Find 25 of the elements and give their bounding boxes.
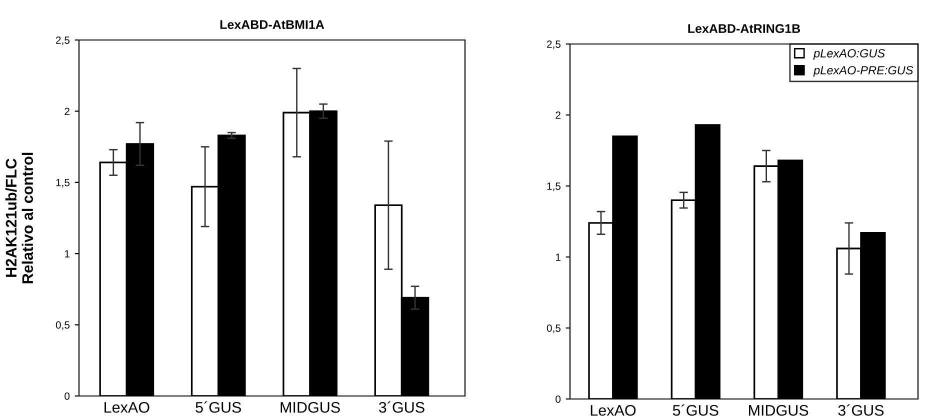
y-axis-title: H2AK121ub/FLC Relativo al control [5,152,34,284]
x-tick-label: LexAO [104,402,150,413]
x-tick-label: 3´GUS [838,404,884,416]
y-tick-label: 1,5 [56,179,70,188]
y-tick-label: 2,5 [547,40,561,50]
x-tick-label: 3´GUS [378,401,424,413]
x-tick-label: LexAO [590,404,636,416]
x-tick-label: MIDGUS [749,404,808,416]
x-tick-label: MIDGUS [280,402,340,413]
x-tick-label: 5´GUS [672,404,718,416]
legend-label: pLexAO:GUS [813,49,885,60]
chart-title: LexABD-AtBMI1A [220,20,324,30]
y-tick-label: 0 [64,392,70,400]
y-tick-label: 1 [64,250,70,258]
y-tick-label: 1 [556,254,560,261]
y-tick-label: 2,5 [56,36,70,46]
y-tick-label: 1,5 [547,182,561,192]
y-tick-label: 2 [64,108,70,115]
legend-label: pLexAO-PRE:GUS [813,66,914,77]
y-tick-label: 0,5 [56,321,70,330]
y-tick-label: 0 [556,396,561,403]
y-tick-label: 0,5 [546,324,561,334]
chart-title: LexABD-AtRING1B [688,24,800,34]
x-tick-label: 5´GUS [196,401,242,413]
y-tick-label: 2 [556,112,560,119]
